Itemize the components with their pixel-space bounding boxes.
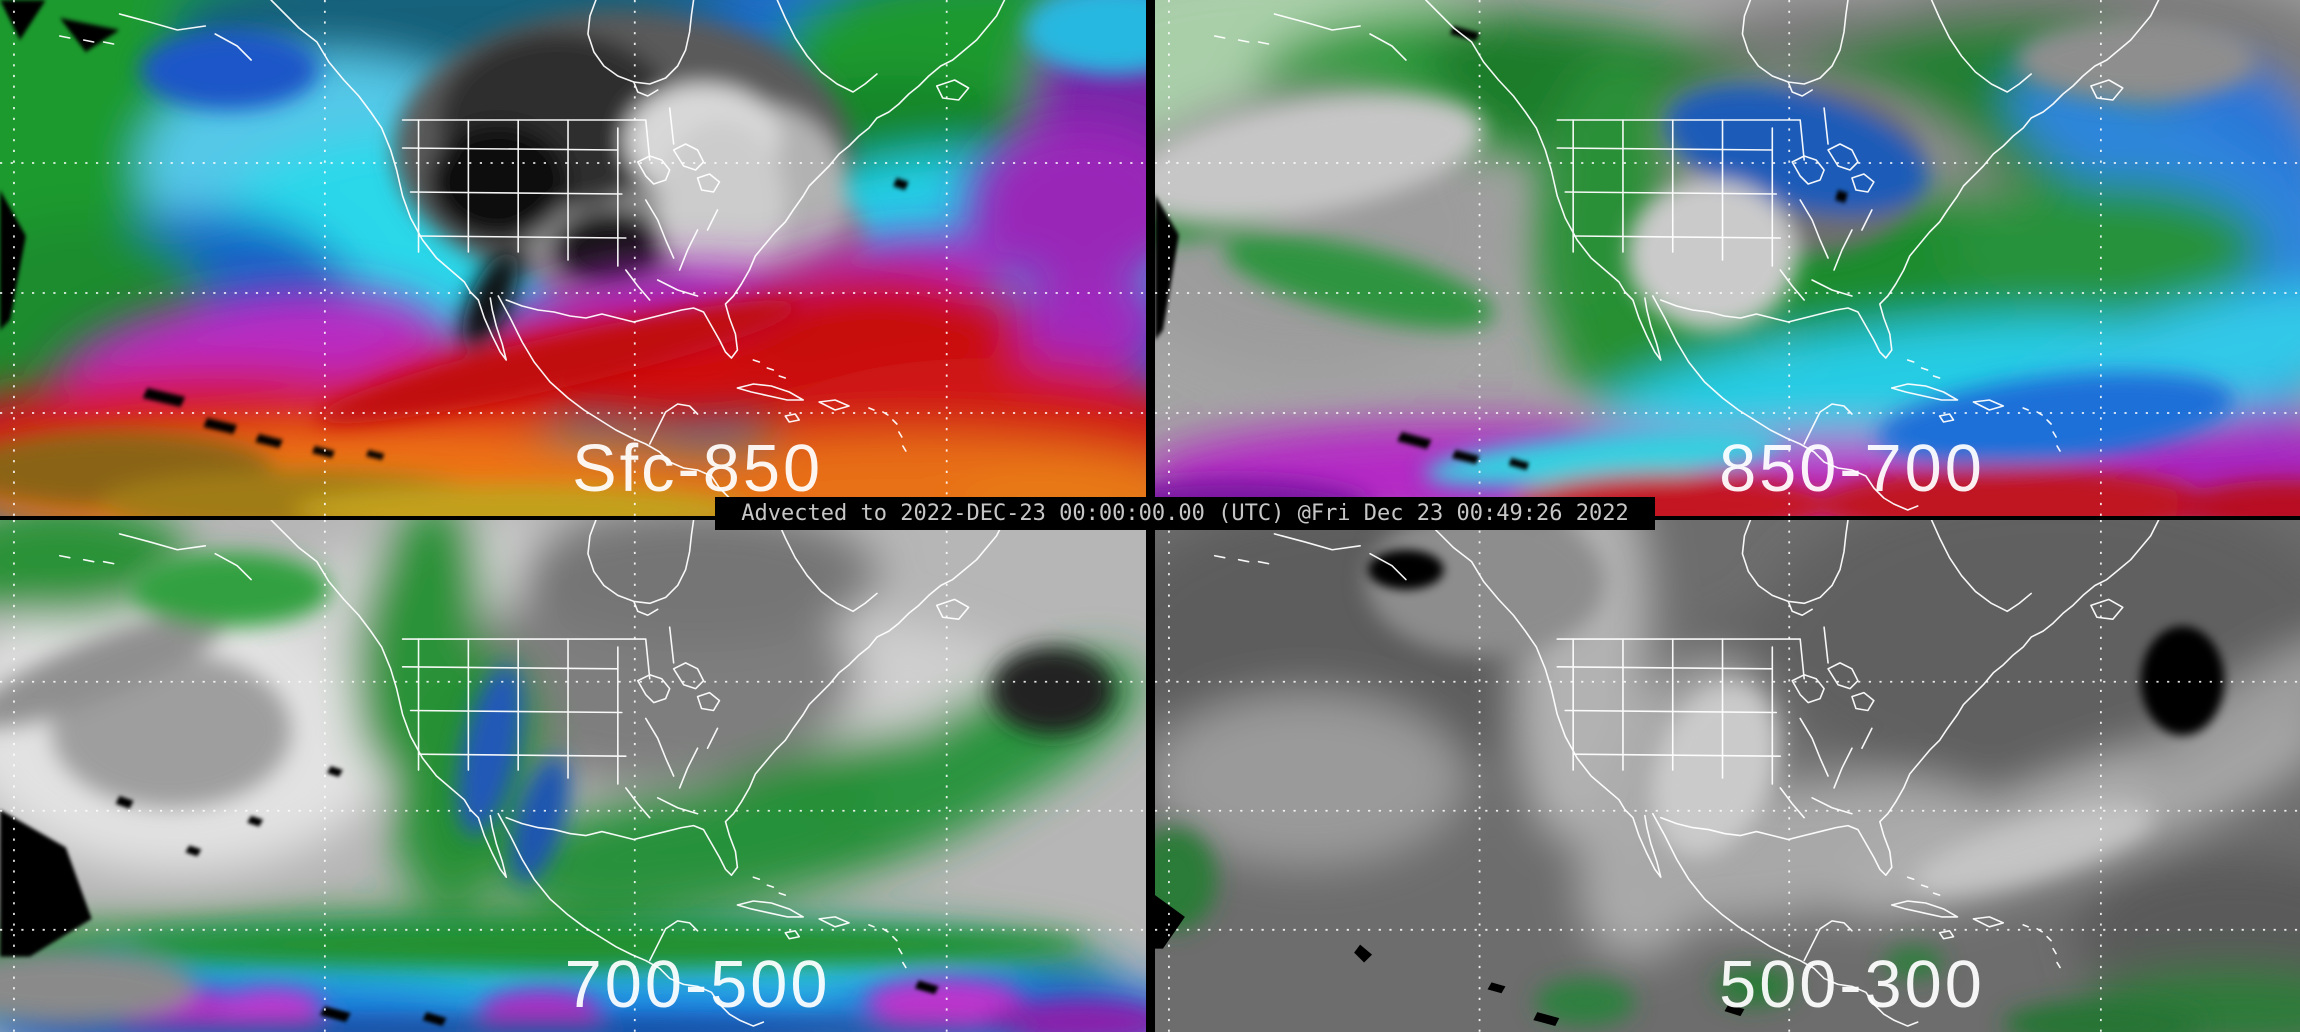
pw-imagery-700-500: 700-500 — [0, 520, 1146, 1032]
timestamp-banner: Advected to 2022-DEC-23 00:00:00.00 (UTC… — [715, 497, 1655, 530]
island-land-specks — [0, 766, 939, 1027]
timestamp-banner-text: Advected to 2022-DEC-23 00:00:00.00 (UTC… — [741, 501, 1629, 526]
panel-sfc-850: Sfc-850 — [0, 0, 1146, 516]
pw-imagery-850-700: 850-700 — [1155, 0, 2300, 516]
island-land-specks — [0, 0, 909, 460]
panel-700-500: 700-500 — [0, 520, 1146, 1032]
pw-imagery-500-300: 500-300 — [1155, 520, 2300, 1032]
pw-imagery-sfc-850: Sfc-850 — [0, 0, 1146, 516]
panel-500-300: 500-300 — [1155, 520, 2300, 1032]
panel-label-sfc-850: Sfc-850 — [572, 431, 823, 506]
panel-label-700-500: 700-500 — [565, 948, 831, 1022]
panel-label-850-700: 850-700 — [1719, 431, 1985, 506]
island-land-specks — [1155, 549, 2225, 1027]
panel-label-500-300: 500-300 — [1719, 948, 1985, 1022]
panel-850-700: 850-700 — [1155, 0, 2300, 516]
island-land-specks — [1155, 26, 1848, 470]
